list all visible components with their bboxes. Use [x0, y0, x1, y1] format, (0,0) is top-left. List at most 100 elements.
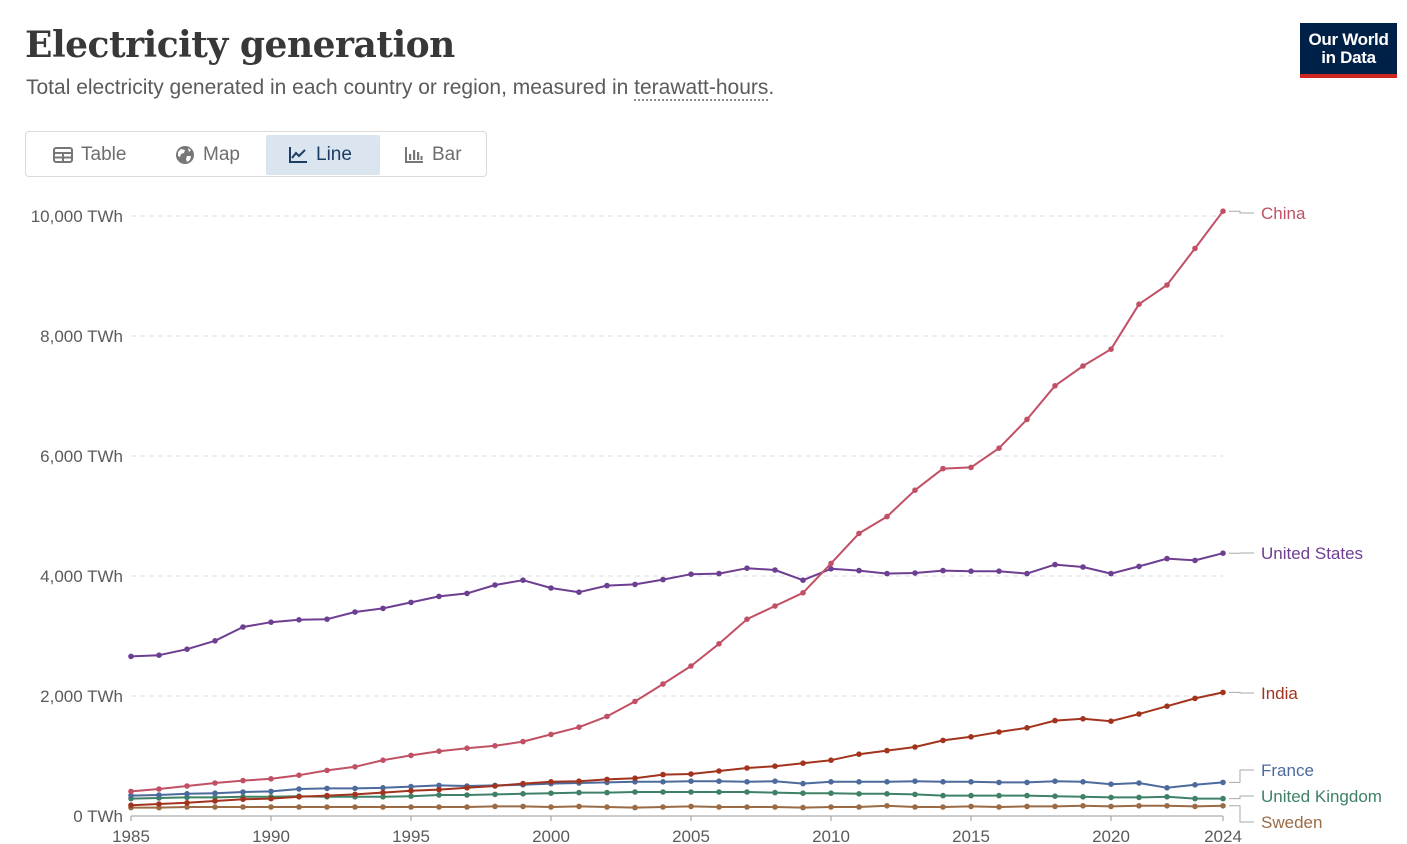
data-point [380, 785, 386, 791]
data-point [660, 779, 666, 785]
data-point [1108, 803, 1114, 810]
data-point [940, 567, 946, 574]
data-point [436, 786, 442, 793]
data-point [1024, 803, 1030, 810]
data-point [660, 681, 666, 687]
data-point [660, 804, 666, 810]
data-point [604, 776, 610, 783]
y-tick-label: 4,000 TWh [40, 567, 123, 586]
label-connector [1229, 805, 1254, 823]
data-point [940, 792, 946, 799]
data-point [884, 513, 890, 520]
chart-subtitle: Total electricity generated in each coun… [26, 76, 774, 101]
data-point [968, 464, 974, 471]
data-point [324, 804, 330, 810]
data-point [884, 803, 890, 809]
label-connector [1229, 691, 1254, 694]
data-point [1080, 716, 1086, 722]
data-point [380, 757, 386, 763]
data-point [436, 593, 442, 600]
data-point [184, 783, 190, 789]
data-point [996, 792, 1002, 799]
data-point [492, 783, 498, 789]
x-tick-label: 2010 [812, 827, 850, 844]
data-point [1164, 282, 1170, 288]
data-point [632, 581, 638, 588]
data-point [660, 771, 666, 778]
data-point [772, 567, 778, 573]
data-point [1164, 803, 1170, 809]
data-point [604, 789, 610, 796]
data-point [184, 646, 190, 652]
data-point [1220, 689, 1226, 696]
data-point [240, 804, 246, 810]
data-point [324, 785, 330, 792]
x-tick-label: 2000 [532, 827, 570, 844]
data-point [604, 713, 610, 720]
data-point [296, 804, 302, 810]
data-point [828, 779, 834, 785]
tab-table-label: Table [81, 144, 127, 165]
data-point [184, 804, 190, 810]
data-point [688, 571, 694, 577]
series-label: India [1261, 684, 1298, 703]
data-point [968, 803, 974, 810]
data-point [156, 786, 162, 792]
data-point [352, 764, 358, 770]
data-point [716, 768, 722, 774]
data-point [352, 804, 358, 810]
tab-line[interactable]: Line [266, 135, 380, 175]
data-point [576, 789, 582, 796]
data-point [1024, 779, 1030, 786]
data-point [884, 570, 890, 577]
data-point [968, 568, 974, 574]
data-point [464, 590, 470, 597]
owid-logo[interactable]: Our World in Data [1300, 23, 1397, 78]
label-connector [1229, 795, 1254, 800]
data-point [996, 445, 1002, 451]
data-point [296, 786, 302, 792]
data-point [128, 788, 134, 795]
data-point [268, 788, 274, 795]
data-point [996, 779, 1002, 786]
data-point [1052, 803, 1058, 810]
data-point [1024, 725, 1030, 731]
data-point [1136, 563, 1142, 570]
data-point [128, 792, 134, 799]
series-line-france [130, 780, 1224, 797]
data-point [212, 798, 218, 804]
y-tick-label: 10,000 TWh [31, 207, 123, 226]
data-point [828, 566, 834, 572]
table-icon [53, 147, 73, 163]
tab-bar[interactable]: Bar [380, 135, 484, 175]
tab-map[interactable]: Map [151, 135, 266, 175]
data-point [660, 789, 666, 795]
data-point [1052, 383, 1058, 389]
line-chart-icon [289, 147, 307, 163]
data-point [576, 778, 582, 784]
data-point [380, 794, 386, 800]
data-point [688, 803, 694, 810]
tab-table[interactable]: Table [29, 135, 151, 175]
data-point [1136, 803, 1142, 809]
data-point [716, 570, 722, 577]
data-point [520, 738, 526, 745]
data-point [1164, 555, 1170, 562]
data-point [1108, 570, 1114, 577]
data-point [408, 599, 414, 606]
data-point [520, 577, 526, 583]
series-label: United States [1261, 544, 1363, 563]
terawatt-hours-link[interactable]: terawatt-hours [634, 76, 769, 101]
data-point [156, 792, 162, 798]
data-point [212, 790, 218, 796]
data-point [520, 791, 526, 797]
data-point [632, 775, 638, 781]
bar-chart-icon [405, 147, 423, 163]
data-point [212, 804, 218, 810]
data-point [240, 789, 246, 795]
data-point [884, 779, 890, 785]
data-point [352, 609, 358, 615]
data-point [1136, 711, 1142, 717]
data-point [492, 582, 498, 588]
y-tick-label: 8,000 TWh [40, 327, 123, 346]
